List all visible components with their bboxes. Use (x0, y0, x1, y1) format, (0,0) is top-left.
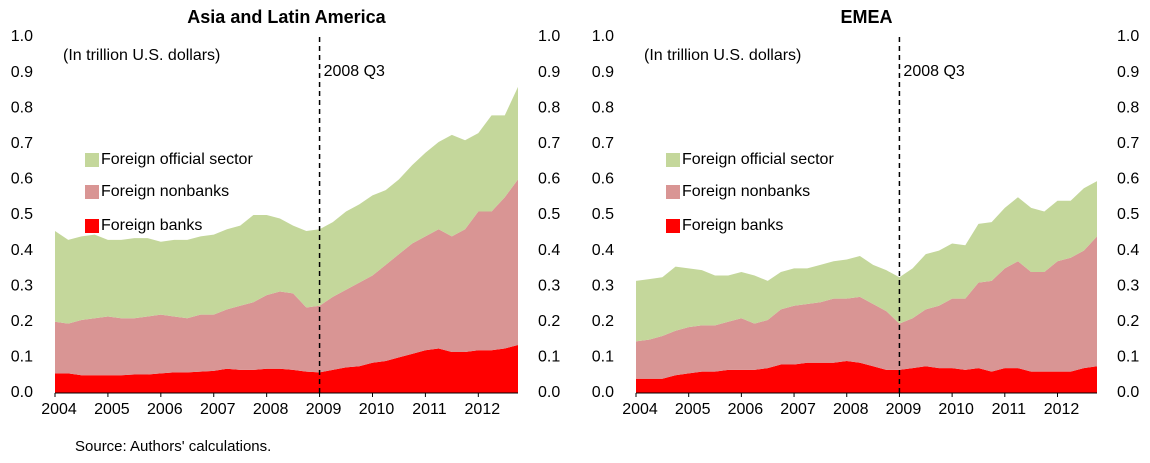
legend-swatch (666, 219, 680, 233)
y-tick-label: 0.9 (11, 64, 33, 81)
x-tick-label: 2007 (780, 401, 816, 418)
source-note: Source: Authors' calculations. (75, 438, 271, 455)
area-2 (55, 86, 518, 324)
x-tick-label: 2008 (833, 401, 869, 418)
x-tick-label: 2012 (465, 401, 501, 418)
y-tick-label: 0.0 (11, 384, 33, 401)
area-1 (55, 179, 518, 376)
y-tick-label: 0.8 (592, 99, 614, 116)
y2-tick-label: 0.5 (1117, 206, 1139, 223)
y-tick-label: 0.7 (592, 135, 614, 152)
y2-tick-label: 1.0 (1117, 28, 1139, 45)
y2-tick-label: 0.7 (538, 135, 560, 152)
y-tick-label: 1.0 (11, 28, 33, 45)
x-tick-label: 2010 (938, 401, 974, 418)
legend-label: Foreign nonbanks (101, 183, 229, 200)
y-tick-label: 0.2 (592, 313, 614, 330)
y2-tick-label: 0.0 (1117, 384, 1139, 401)
y-tick-label: 0.6 (592, 171, 614, 188)
legend-swatch (85, 153, 99, 167)
y-tick-label: 0.2 (11, 313, 33, 330)
y-tick-label: 0.5 (592, 206, 614, 223)
y-tick-label: 0.7 (11, 135, 33, 152)
x-tick-label: 2007 (200, 401, 236, 418)
y-tick-label: 0.3 (11, 277, 33, 294)
x-tick-label: 2006 (728, 401, 764, 418)
legend-swatch (85, 185, 99, 199)
y2-tick-label: 0.3 (1117, 277, 1139, 294)
y2-tick-label: 0.8 (1117, 99, 1139, 116)
legend-label: Foreign official sector (682, 151, 834, 168)
y-tick-label: 0.0 (592, 384, 614, 401)
y2-tick-label: 0.4 (1117, 242, 1139, 259)
x-tick-label: 2011 (412, 401, 447, 418)
legend-label: Foreign banks (682, 217, 783, 234)
x-tick-label: 2009 (306, 401, 342, 418)
y-tick-label: 0.8 (11, 99, 33, 116)
y2-tick-label: 0.2 (538, 313, 560, 330)
x-tick-label: 2012 (1044, 401, 1080, 418)
area-0 (636, 360, 1097, 393)
y2-tick-label: 0.5 (538, 206, 560, 223)
chart-title: EMEA (840, 7, 892, 27)
legend-label: Foreign banks (101, 217, 202, 234)
y2-tick-label: 0.6 (538, 171, 560, 188)
legend-swatch (666, 185, 680, 199)
x-tick-label: 2010 (359, 401, 395, 418)
legend-label: Foreign nonbanks (682, 183, 810, 200)
y2-tick-label: 0.9 (538, 64, 560, 81)
y-tick-label: 0.3 (592, 277, 614, 294)
y2-tick-label: 0.6 (1117, 171, 1139, 188)
y2-tick-label: 0.7 (1117, 135, 1139, 152)
y2-tick-label: 0.9 (1117, 64, 1139, 81)
y2-tick-label: 0.1 (1117, 349, 1139, 366)
y-tick-label: 0.1 (11, 349, 33, 366)
y2-tick-label: 1.0 (538, 28, 560, 45)
y-tick-label: 1.0 (592, 28, 614, 45)
event-label: 2008 Q3 (903, 63, 964, 80)
y-tick-label: 0.4 (11, 242, 33, 259)
legend-swatch (85, 219, 99, 233)
x-tick-label: 2004 (41, 401, 77, 418)
y2-tick-label: 0.8 (538, 99, 560, 116)
x-tick-label: 2009 (886, 401, 922, 418)
y2-tick-label: 0.2 (1117, 313, 1139, 330)
y-tick-label: 0.1 (592, 349, 614, 366)
x-tick-label: 2004 (622, 401, 658, 418)
event-label: 2008 Q3 (324, 63, 385, 80)
y-tick-label: 0.5 (11, 206, 33, 223)
area-2 (636, 181, 1097, 342)
y-tick-label: 0.6 (11, 171, 33, 188)
legend-label: Foreign official sector (101, 151, 253, 168)
y2-tick-label: 0.0 (538, 384, 560, 401)
area-0 (55, 344, 518, 393)
y2-tick-label: 0.4 (538, 242, 560, 259)
x-tick-label: 2011 (992, 401, 1027, 418)
unit-note: (In trillion U.S. dollars) (63, 47, 220, 64)
y2-tick-label: 0.3 (538, 277, 560, 294)
y-tick-label: 0.4 (592, 242, 614, 259)
x-tick-label: 2008 (253, 401, 289, 418)
chart-title: Asia and Latin America (187, 7, 386, 27)
y-tick-label: 0.9 (592, 64, 614, 81)
x-tick-label: 2006 (147, 401, 183, 418)
legend-swatch (666, 153, 680, 167)
y2-tick-label: 0.1 (538, 349, 560, 366)
unit-note: (In trillion U.S. dollars) (644, 47, 801, 64)
area-1 (636, 236, 1097, 379)
x-tick-label: 2005 (675, 401, 711, 418)
x-tick-label: 2005 (94, 401, 130, 418)
